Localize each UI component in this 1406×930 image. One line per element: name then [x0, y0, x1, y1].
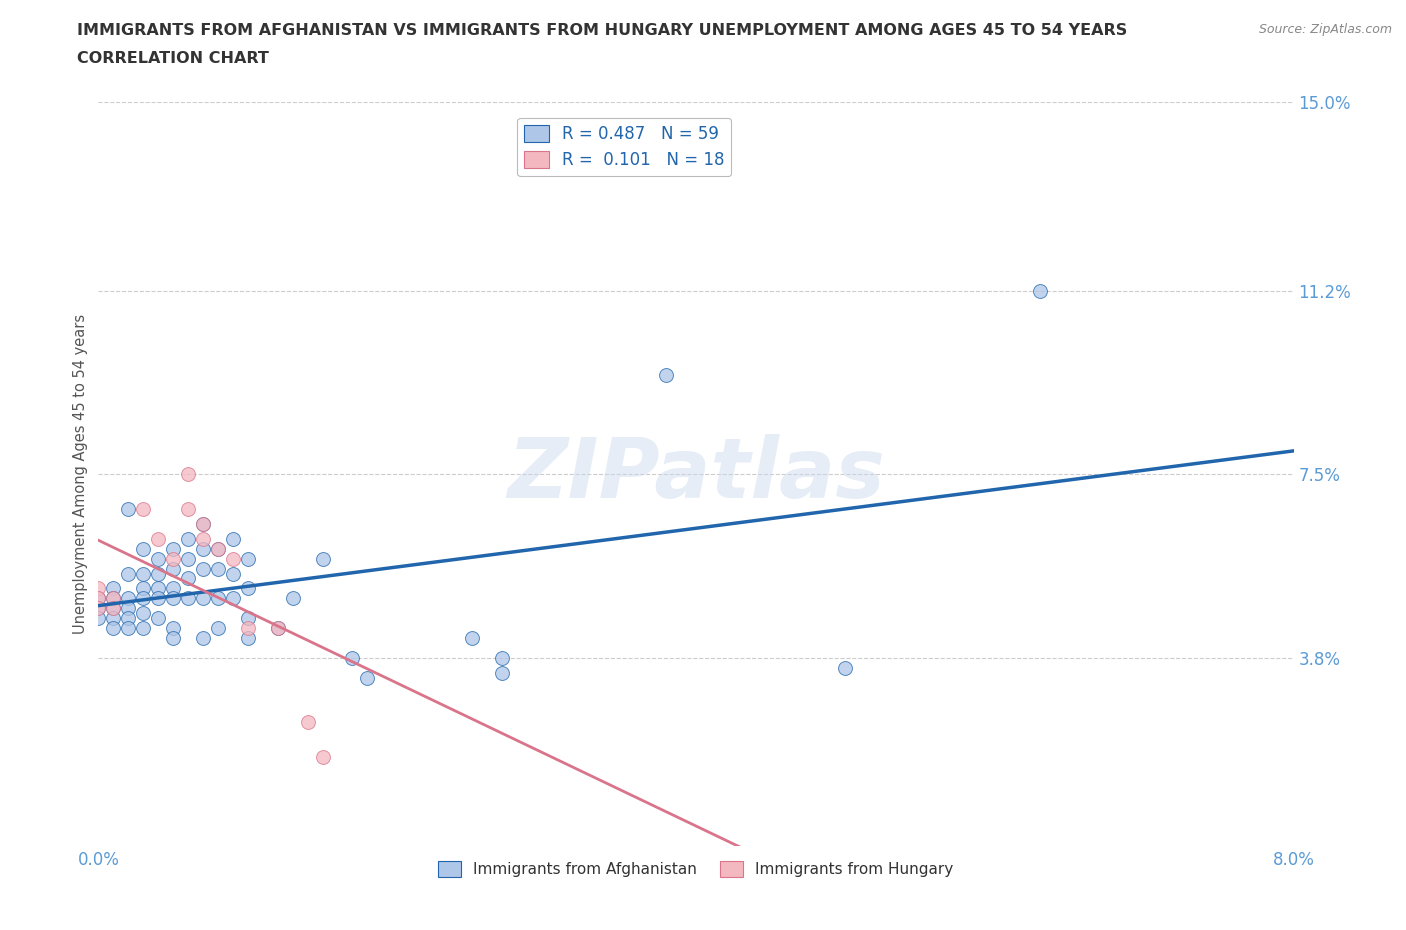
Point — [148, 551, 170, 566]
Point — [87, 591, 110, 605]
Point — [177, 551, 200, 566]
Point — [117, 601, 139, 616]
Point — [103, 591, 125, 605]
Point — [342, 650, 364, 665]
Point — [132, 581, 155, 596]
Text: IMMIGRANTS FROM AFGHANISTAN VS IMMIGRANTS FROM HUNGARY UNEMPLOYMENT AMONG AGES 4: IMMIGRANTS FROM AFGHANISTAN VS IMMIGRANT… — [77, 23, 1128, 38]
Point — [162, 541, 184, 556]
Point — [191, 516, 214, 531]
Point — [117, 591, 139, 605]
Point — [132, 620, 155, 635]
Point — [103, 620, 125, 635]
Text: Source: ZipAtlas.com: Source: ZipAtlas.com — [1258, 23, 1392, 36]
Point — [87, 591, 110, 605]
Point — [177, 501, 200, 516]
Point — [207, 541, 229, 556]
Point — [162, 581, 184, 596]
Point — [148, 591, 170, 605]
Point — [162, 631, 184, 645]
Point — [117, 501, 139, 516]
Point — [148, 581, 170, 596]
Point — [132, 501, 155, 516]
Point — [103, 601, 125, 616]
Point — [461, 631, 484, 645]
Y-axis label: Unemployment Among Ages 45 to 54 years: Unemployment Among Ages 45 to 54 years — [73, 314, 89, 634]
Point — [834, 660, 856, 675]
Point — [297, 715, 319, 730]
Point — [491, 665, 513, 680]
Point — [162, 551, 184, 566]
Point — [207, 541, 229, 556]
Point — [267, 620, 290, 635]
Point — [162, 620, 184, 635]
Legend: Immigrants from Afghanistan, Immigrants from Hungary: Immigrants from Afghanistan, Immigrants … — [432, 855, 960, 884]
Point — [117, 566, 139, 581]
Point — [236, 551, 259, 566]
Point — [148, 566, 170, 581]
Point — [236, 620, 259, 635]
Point — [103, 581, 125, 596]
Point — [177, 531, 200, 546]
Point — [191, 631, 214, 645]
Point — [132, 541, 155, 556]
Point — [132, 605, 155, 620]
Point — [132, 566, 155, 581]
Point — [311, 551, 333, 566]
Point — [191, 516, 214, 531]
Point — [162, 561, 184, 576]
Point — [222, 591, 245, 605]
Point — [207, 561, 229, 576]
Point — [267, 620, 290, 635]
Point — [87, 601, 110, 616]
Point — [222, 551, 245, 566]
Point — [222, 531, 245, 546]
Point — [132, 591, 155, 605]
Point — [222, 566, 245, 581]
Point — [1028, 284, 1050, 299]
Point — [236, 631, 259, 645]
Text: CORRELATION CHART: CORRELATION CHART — [77, 51, 269, 66]
Point — [191, 531, 214, 546]
Point — [356, 671, 378, 685]
Point — [87, 581, 110, 596]
Point — [191, 591, 214, 605]
Point — [491, 650, 513, 665]
Point — [103, 591, 125, 605]
Point — [117, 611, 139, 626]
Point — [103, 601, 125, 616]
Point — [177, 591, 200, 605]
Point — [148, 531, 170, 546]
Point — [655, 367, 678, 382]
Point — [207, 591, 229, 605]
Point — [87, 611, 110, 626]
Point — [87, 601, 110, 616]
Point — [281, 591, 304, 605]
Point — [311, 750, 333, 764]
Point — [162, 591, 184, 605]
Point — [117, 620, 139, 635]
Point — [236, 611, 259, 626]
Point — [103, 611, 125, 626]
Point — [177, 467, 200, 482]
Point — [236, 581, 259, 596]
Point — [207, 620, 229, 635]
Text: ZIPatlas: ZIPatlas — [508, 433, 884, 515]
Point — [177, 571, 200, 586]
Point — [191, 561, 214, 576]
Point — [191, 541, 214, 556]
Point — [148, 611, 170, 626]
